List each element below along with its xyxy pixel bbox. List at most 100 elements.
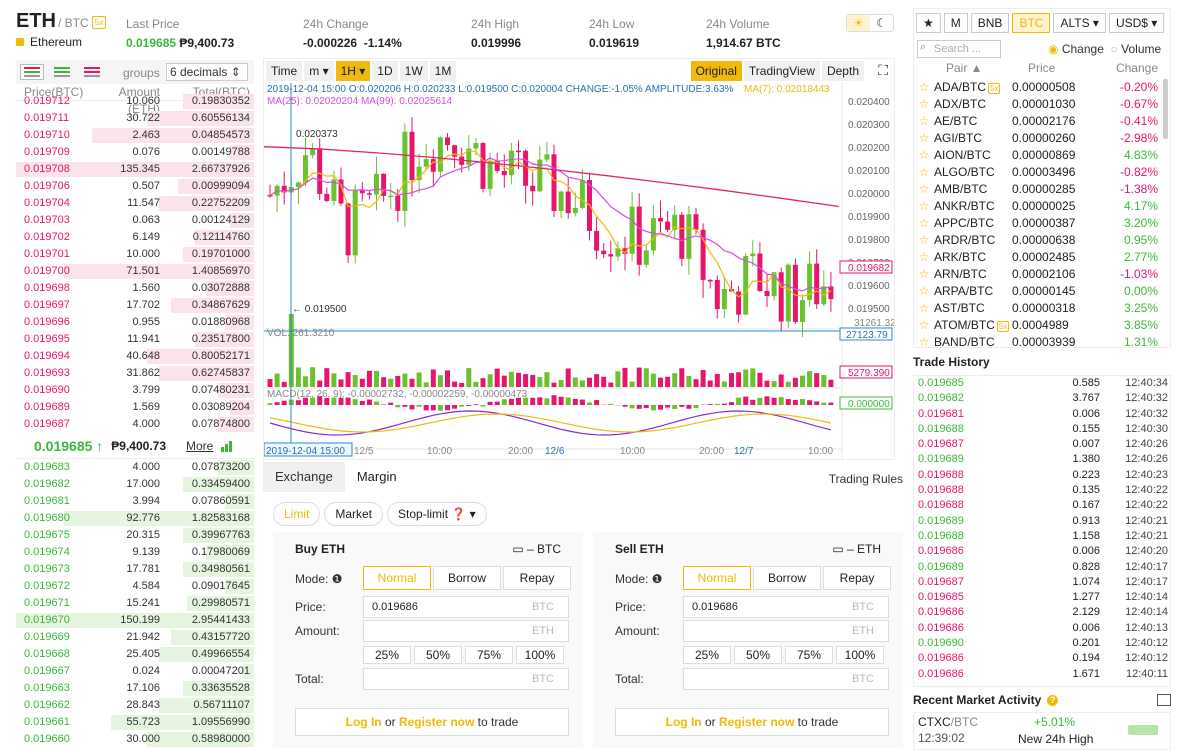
info-icon[interactable]: ❶	[328, 572, 342, 586]
amount-input[interactable]: ETH	[363, 620, 569, 642]
view-tab[interactable]: Depth	[822, 61, 864, 81]
radio-volume-icon[interactable]: ○	[1111, 42, 1118, 56]
tab-margin[interactable]: Margin	[345, 462, 409, 492]
amount-input[interactable]: ETH	[683, 620, 889, 642]
info-icon[interactable]: ❶	[648, 572, 662, 586]
radio-change[interactable]: Change	[1062, 42, 1104, 56]
mode-button[interactable]: Repay	[823, 566, 891, 590]
register-link[interactable]: Register now	[399, 715, 474, 729]
star-icon[interactable]: ☆	[914, 147, 934, 164]
star-icon[interactable]: ☆	[914, 130, 934, 147]
both-sides-icon[interactable]	[20, 64, 44, 80]
fullscreen-icon[interactable]: ⛶	[878, 62, 888, 79]
star-icon[interactable]: ☆	[914, 266, 934, 283]
moon-icon[interactable]: ☾	[870, 15, 893, 31]
mode-button[interactable]: Repay	[503, 566, 571, 590]
interval-tab[interactable]: 1D	[372, 61, 397, 81]
market-tab[interactable]: ALTS ▾	[1053, 13, 1105, 33]
tab-exchange[interactable]: Exchange	[263, 462, 345, 492]
percent-button[interactable]: 100%	[516, 646, 564, 664]
interval-tab[interactable]: m ▾	[304, 61, 333, 81]
radio-change-icon[interactable]: ◉	[1048, 42, 1058, 56]
interval-tab[interactable]: 1M	[430, 61, 457, 81]
percent-button[interactable]: 100%	[836, 646, 884, 664]
radio-volume[interactable]: Volume	[1121, 42, 1161, 56]
more-link[interactable]: More	[186, 439, 213, 453]
help-icon[interactable]: ?	[1047, 695, 1058, 706]
star-icon[interactable]: ☆	[914, 198, 934, 215]
register-link[interactable]: Register now	[719, 715, 794, 729]
theme-toggle[interactable]: ☀☾	[846, 14, 894, 32]
view-tab[interactable]: Original	[691, 61, 742, 81]
asks-only-icon[interactable]	[80, 64, 104, 80]
market-tab[interactable]: ★	[916, 13, 941, 33]
percent-button[interactable]: 75%	[465, 646, 513, 664]
mode-button[interactable]: Borrow	[753, 566, 821, 590]
mode-button[interactable]: Normal	[363, 566, 431, 590]
star-icon[interactable]: ☆	[914, 113, 934, 130]
interval-tab[interactable]: Time	[266, 61, 302, 81]
order-type-stop-limit[interactable]: Stop-limit ❓ ▾	[387, 502, 487, 526]
star-icon[interactable]: ☆	[914, 283, 934, 300]
wallet[interactable]: ▭ – ETH	[832, 542, 881, 556]
percent-button[interactable]: 75%	[785, 646, 833, 664]
star-icon[interactable]: ☆	[914, 215, 934, 232]
minimize-icon[interactable]	[1157, 694, 1171, 706]
interval-tab[interactable]: 1H ▾	[336, 61, 371, 81]
total-input[interactable]: BTC	[363, 668, 569, 690]
market-tab[interactable]: BTC	[1012, 13, 1050, 33]
bids-only-icon[interactable]	[50, 64, 74, 80]
trading-rules-link[interactable]: Trading Rules	[829, 472, 903, 486]
order-type-limit[interactable]: Limit	[273, 502, 320, 526]
decimals-select[interactable]: 6 decimals ⇕	[166, 63, 248, 81]
login-link[interactable]: Log In	[666, 715, 702, 729]
mode-button[interactable]: Normal	[683, 566, 751, 590]
star-icon[interactable]: ☆	[914, 317, 934, 334]
star-icon[interactable]: ☆	[914, 300, 934, 317]
activity-row[interactable]: CTXC/BTC 12:39:02 +5.01% New 24h High	[913, 712, 1171, 750]
percent-button[interactable]: 25%	[683, 646, 731, 664]
col-change[interactable]: Change	[1092, 61, 1158, 77]
market-tab[interactable]: USD$ ▾	[1109, 13, 1164, 33]
market-tab[interactable]: M	[944, 13, 968, 33]
star-icon[interactable]: ☆	[914, 232, 934, 249]
candlestick-chart[interactable]: 2019-12-04 15:00 O:0.020206 H:0.020233 L…	[264, 83, 894, 459]
star-icon[interactable]: ☆	[914, 164, 934, 181]
login-link[interactable]: Log In	[346, 715, 382, 729]
